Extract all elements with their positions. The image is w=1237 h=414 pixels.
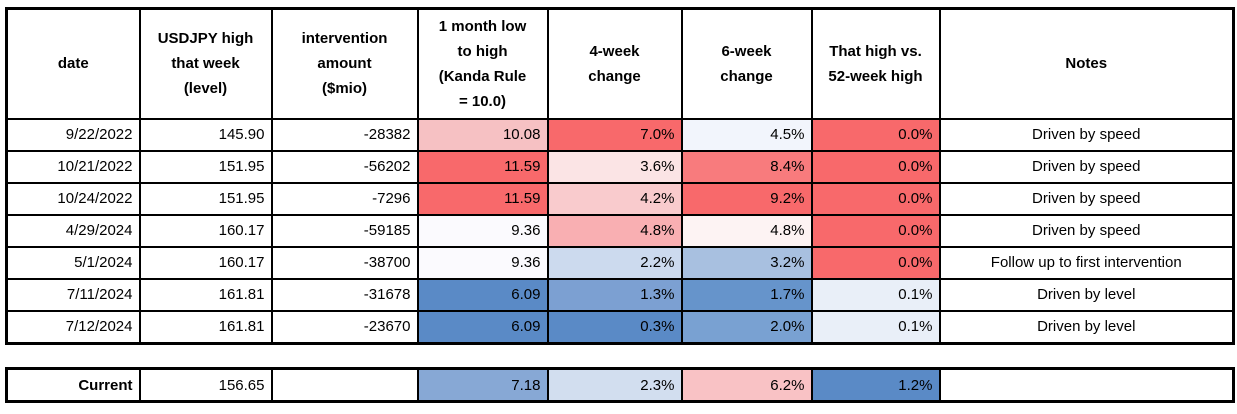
table-row: 4/29/2024 160.17 -59185 9.36 4.8% 4.8% 0.0% Dri… — [5, 213, 1235, 248]
cell-notes[interactable]: Driven by speed — [938, 117, 1235, 152]
cell-date[interactable]: 4/29/2024 — [5, 213, 141, 248]
cell-date[interactable]: 5/1/2024 — [5, 245, 141, 280]
cell-notes[interactable]: Driven by speed — [938, 213, 1235, 248]
table-row: 5/1/2024 160.17 -38700 9.36 2.2% 3.2% 0.0% Foll… — [5, 245, 1235, 280]
cell-usdjpy-high[interactable]: 151.95 — [138, 181, 273, 216]
cell-6-week-change[interactable]: 4.8% — [680, 213, 813, 248]
cell-date[interactable]: 7/12/2024 — [5, 309, 141, 345]
cell-6-week-change[interactable]: 1.7% — [680, 277, 813, 312]
cell-kanda-range[interactable]: 11.59 — [416, 149, 549, 184]
cell-notes[interactable]: Driven by level — [938, 309, 1235, 345]
cell-current-label[interactable]: Current — [5, 367, 141, 403]
cell-intervention-amount[interactable]: -28382 — [270, 117, 419, 152]
cell-6-week-change[interactable]: 2.0% — [680, 309, 813, 345]
cell-usdjpy-high[interactable]: 161.81 — [138, 309, 273, 345]
cell-notes[interactable]: Driven by speed — [938, 149, 1235, 184]
cell-date[interactable]: 10/21/2022 — [5, 149, 141, 184]
cell-6-week-change[interactable]: 8.4% — [680, 149, 813, 184]
cell-intervention-amount[interactable]: -7296 — [270, 181, 419, 216]
cell-vs-52-week-high[interactable]: 0.0% — [810, 213, 941, 248]
cell-intervention-amount[interactable]: -31678 — [270, 277, 419, 312]
cell-kanda-range[interactable]: 6.09 — [416, 277, 549, 312]
cell-vs-52-week-high[interactable]: 0.1% — [810, 277, 941, 312]
cell-6-week-change[interactable]: 3.2% — [680, 245, 813, 280]
cell-date[interactable]: 7/11/2024 — [5, 277, 141, 312]
current-row-table: Current 156.65 7.18 2.3% 6.2% 1.2% — [5, 367, 1235, 403]
cell-kanda-range[interactable]: 9.36 — [416, 245, 549, 280]
col-header-4-week-change[interactable]: 4-week change — [546, 7, 683, 120]
table-row: 10/24/2022 151.95 -7296 11.59 4.2% 9.2% 0.0% Dr… — [5, 181, 1235, 216]
table-row: 7/11/2024 161.81 -31678 6.09 1.3% 1.7% 0.1% Dri… — [5, 277, 1235, 312]
cell-vs-52-week-high[interactable]: 0.0% — [810, 149, 941, 184]
header-row: date USDJPY high that week (level) inter… — [5, 7, 1235, 120]
cell-current-vs-52-week[interactable]: 1.2% — [810, 367, 941, 403]
table-row: 10/21/2022 151.95 -56202 11.59 3.6% 8.4% 0.0% D… — [5, 149, 1235, 184]
col-header-6-week-change[interactable]: 6-week change — [680, 7, 813, 120]
cell-date[interactable]: 9/22/2022 — [5, 117, 141, 152]
col-header-vs-52-week[interactable]: That high vs. 52-week high — [810, 7, 941, 120]
cell-4-week-change[interactable]: 7.0% — [546, 117, 683, 152]
cell-intervention-amount[interactable]: -23670 — [270, 309, 419, 345]
cell-vs-52-week-high[interactable]: 0.0% — [810, 245, 941, 280]
cell-vs-52-week-high[interactable]: 0.0% — [810, 181, 941, 216]
table-body: 9/22/2022 145.90 -28382 10.08 7.0% 4.5% 0.0% Dr… — [5, 117, 1235, 345]
cell-intervention-amount[interactable]: -56202 — [270, 149, 419, 184]
table-row: 9/22/2022 145.90 -28382 10.08 7.0% 4.5% 0.0% Dr… — [5, 117, 1235, 152]
cell-kanda-range[interactable]: 9.36 — [416, 213, 549, 248]
cell-4-week-change[interactable]: 3.6% — [546, 149, 683, 184]
col-header-notes[interactable]: Notes — [938, 7, 1235, 120]
cell-kanda-range[interactable]: 6.09 — [416, 309, 549, 345]
col-header-date[interactable]: date — [5, 7, 141, 120]
col-header-kanda-range[interactable]: 1 month low to high (Kanda Rule = 10.0) — [416, 7, 549, 120]
cell-notes[interactable]: Driven by speed — [938, 181, 1235, 216]
cell-current-intervention[interactable] — [270, 367, 419, 403]
cell-vs-52-week-high[interactable]: 0.0% — [810, 117, 941, 152]
cell-4-week-change[interactable]: 1.3% — [546, 277, 683, 312]
cell-4-week-change[interactable]: 4.2% — [546, 181, 683, 216]
cell-intervention-amount[interactable]: -59185 — [270, 213, 419, 248]
cell-current-4-week[interactable]: 2.3% — [546, 367, 683, 403]
cell-usdjpy-high[interactable]: 151.95 — [138, 149, 273, 184]
cell-4-week-change[interactable]: 4.8% — [546, 213, 683, 248]
cell-kanda-range[interactable]: 10.08 — [416, 117, 549, 152]
current-row: Current 156.65 7.18 2.3% 6.2% 1.2% — [5, 367, 1235, 403]
col-header-usdjpy-high[interactable]: USDJPY high that week (level) — [138, 7, 273, 120]
cell-usdjpy-high[interactable]: 145.90 — [138, 117, 273, 152]
cell-notes[interactable]: Driven by level — [938, 277, 1235, 312]
cell-notes[interactable]: Follow up to first intervention — [938, 245, 1235, 280]
cell-current-notes[interactable] — [938, 367, 1235, 403]
cell-usdjpy-high[interactable]: 161.81 — [138, 277, 273, 312]
cell-usdjpy-high[interactable]: 160.17 — [138, 213, 273, 248]
cell-6-week-change[interactable]: 9.2% — [680, 181, 813, 216]
cell-4-week-change[interactable]: 2.2% — [546, 245, 683, 280]
cell-date[interactable]: 10/24/2022 — [5, 181, 141, 216]
cell-4-week-change[interactable]: 0.3% — [546, 309, 683, 345]
cell-vs-52-week-high[interactable]: 0.1% — [810, 309, 941, 345]
cell-kanda-range[interactable]: 11.59 — [416, 181, 549, 216]
cell-usdjpy-high[interactable]: 160.17 — [138, 245, 273, 280]
cell-current-6-week[interactable]: 6.2% — [680, 367, 813, 403]
cell-current-kanda-range[interactable]: 7.18 — [416, 367, 549, 403]
col-header-intervention[interactable]: intervention amount ($mio) — [270, 7, 419, 120]
cell-current-usdjpy-high[interactable]: 156.65 — [138, 367, 273, 403]
table-row: 7/12/2024 161.81 -23670 6.09 0.3% 2.0% 0.1% Dri… — [5, 309, 1235, 345]
cell-6-week-change[interactable]: 4.5% — [680, 117, 813, 152]
cell-intervention-amount[interactable]: -38700 — [270, 245, 419, 280]
intervention-table: date USDJPY high that week (level) inter… — [5, 7, 1235, 345]
